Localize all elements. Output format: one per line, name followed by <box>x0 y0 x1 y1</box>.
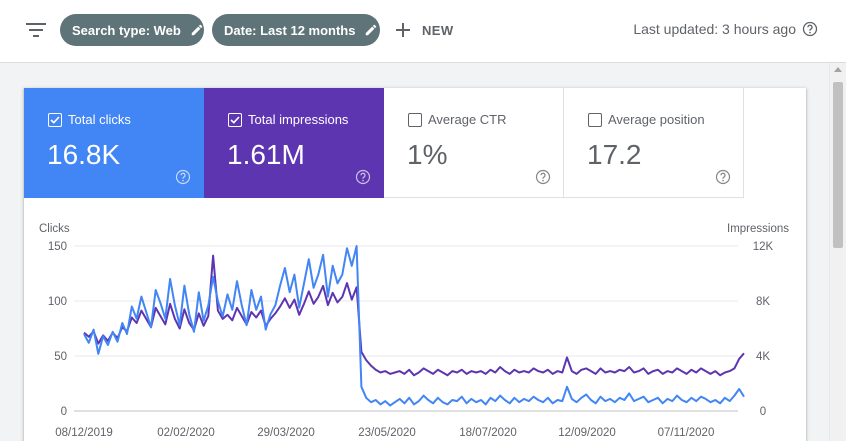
help-icon[interactable] <box>175 169 191 185</box>
metric-label: Total clicks <box>68 112 131 127</box>
help-icon[interactable] <box>802 21 818 37</box>
plus-icon <box>396 23 410 37</box>
filter-list-icon[interactable] <box>22 16 50 44</box>
scrollbar-thumb[interactable] <box>833 82 843 248</box>
x-tick-label: 07/11/2020 <box>658 427 715 439</box>
help-icon[interactable] <box>715 169 731 185</box>
checkbox-unchecked-icon[interactable] <box>588 112 602 127</box>
metric-value: 1% <box>407 139 448 170</box>
vertical-scrollbar[interactable] <box>829 63 846 441</box>
scroll-up-arrow-icon[interactable] <box>830 67 846 77</box>
metric-total-impressions[interactable]: Total impressions 1.61M <box>204 88 384 198</box>
checkbox-unchecked-icon[interactable] <box>408 112 422 127</box>
date-range-chip-label: Date: Last 12 months <box>224 22 356 38</box>
search-type-chip[interactable]: Search type: Web <box>60 14 204 46</box>
top-toolbar: Search type: Web Date: Last 12 months NE… <box>0 0 846 63</box>
left-tick-label: 150 <box>48 241 67 253</box>
help-icon[interactable] <box>355 169 371 185</box>
help-icon[interactable] <box>535 169 551 185</box>
left-tick-label: 50 <box>54 351 67 363</box>
last-updated-status: Last updated: 3 hours ago <box>633 21 818 37</box>
metric-total-clicks[interactable]: Total clicks 16.8K <box>24 88 204 198</box>
checkbox-checked-icon[interactable] <box>48 112 62 127</box>
metric-value: 1.61M <box>227 139 305 170</box>
right-tick-label: 0 <box>760 406 766 418</box>
new-filter-label: NEW <box>422 22 454 38</box>
search-type-chip-label: Search type: Web <box>72 22 181 38</box>
right-tick-label: 4K <box>756 351 770 363</box>
left-axis-label: Clicks <box>39 223 70 235</box>
checkbox-checked-icon[interactable] <box>228 112 242 127</box>
performance-card: Total clicks 16.8K Total impressions 1.6… <box>24 88 806 441</box>
new-filter-button[interactable]: NEW <box>396 14 454 46</box>
right-tick-label: 12K <box>753 241 774 253</box>
impressions-series-line[interactable] <box>83 254 745 377</box>
right-tick-label: 8K <box>756 296 770 308</box>
left-tick-label: 0 <box>61 406 67 418</box>
x-tick-label: 02/02/2020 <box>157 427 215 439</box>
x-tick-label: 23/05/2020 <box>358 427 416 439</box>
metric-value: 16.8K <box>47 139 121 170</box>
left-tick-label: 100 <box>48 296 67 308</box>
metric-average-ctr[interactable]: Average CTR 1% <box>384 88 564 198</box>
metric-label: Average position <box>608 112 705 127</box>
last-updated-text: Last updated: 3 hours ago <box>633 21 796 37</box>
x-tick-label: 12/09/2020 <box>558 427 616 439</box>
metric-value: 17.2 <box>587 139 642 170</box>
date-range-chip[interactable]: Date: Last 12 months <box>212 14 380 46</box>
clicks-series-line[interactable] <box>83 245 745 407</box>
edit-pencil-icon <box>190 23 204 37</box>
x-tick-label: 29/03/2020 <box>257 427 315 439</box>
x-tick-label: 18/07/2020 <box>459 427 517 439</box>
performance-chart: Clicks Impressions 150 100 50 0 12K 8K 4K 0 08… <box>39 223 789 439</box>
right-axis-label: Impressions <box>727 223 789 235</box>
metric-label: Total impressions <box>248 112 349 127</box>
metric-label: Average CTR <box>428 112 507 127</box>
metric-average-position[interactable]: Average position 17.2 <box>564 88 744 198</box>
x-tick-label: 08/12/2019 <box>55 427 113 439</box>
edit-pencil-icon <box>364 23 378 37</box>
